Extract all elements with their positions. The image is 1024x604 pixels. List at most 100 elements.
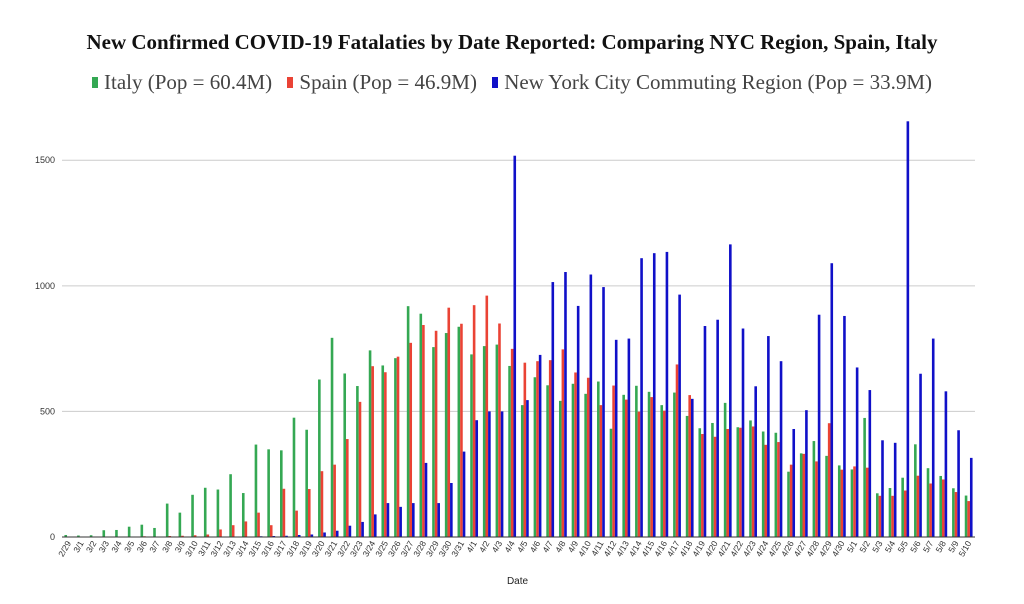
bar-spain-3-22	[346, 439, 349, 537]
bar-nyc-5-1	[855, 367, 859, 537]
x-axis-title: Date	[507, 576, 529, 587]
bar-italy-3-17	[280, 450, 283, 537]
bar-italy-3-30	[444, 333, 448, 537]
bar-italy-5-9	[952, 488, 955, 537]
bar-nyc-4-5	[526, 400, 529, 537]
bar-spain-3-15	[257, 512, 260, 537]
bar-nyc-3-25	[386, 503, 390, 537]
bar-spain-3-21	[333, 464, 336, 537]
bar-spain-3-19	[307, 489, 311, 537]
bar-italy-3-27	[406, 306, 410, 537]
bar-italy-2-29	[64, 534, 68, 537]
bar-spain-5-6	[916, 475, 920, 537]
bar-italy-3-4	[115, 529, 118, 537]
bar-italy-3-14	[241, 493, 245, 537]
bar-spain-5-3	[878, 495, 882, 537]
bar-spain-3-9	[181, 535, 184, 537]
bar-italy-4-10	[584, 393, 587, 537]
bar-nyc-4-17	[678, 294, 681, 537]
legend-swatch-nyc	[492, 77, 499, 88]
bar-nyc-3-26	[399, 506, 402, 537]
bar-spain-4-2	[485, 295, 489, 537]
bar-italy-3-29	[432, 347, 435, 537]
x-tick-label: 3/7	[147, 539, 162, 554]
bar-italy-4-25	[774, 432, 778, 537]
bar-spain-3-16	[269, 525, 273, 537]
x-axis-tick-labels: 2/293/13/23/33/43/53/63/73/83/93/103/113…	[56, 539, 973, 559]
bar-nyc-4-10	[589, 274, 593, 537]
bar-italy-5-2	[863, 417, 866, 537]
bar-italy-3-5	[127, 526, 131, 537]
bar-spain-3-26	[396, 356, 400, 537]
bar-spain-4-22	[739, 427, 742, 537]
bar-spain-5-5	[903, 490, 907, 537]
bar-nyc-4-15	[652, 253, 656, 538]
bar-spain-4-9	[574, 372, 577, 537]
bar-spain-4-4	[510, 348, 514, 537]
bar-italy-3-31	[457, 326, 461, 537]
x-tick-label: 5/1	[845, 539, 860, 554]
bar-nyc-5-8	[944, 391, 948, 537]
bar-spain-3-17	[282, 488, 286, 537]
bar-nyc-3-28	[424, 462, 428, 537]
bar-spain-4-1	[472, 305, 476, 537]
bar-nyc-3-23	[361, 521, 364, 537]
bar-italy-4-23	[749, 420, 752, 537]
bar-italy-3-25	[381, 365, 385, 537]
bar-italy-4-11	[597, 381, 600, 537]
bar-nyc-4-19	[703, 326, 707, 537]
bar-nyc-4-2	[488, 411, 491, 537]
bar-italy-4-1	[470, 354, 473, 537]
bar-italy-4-20	[711, 422, 714, 537]
bar-italy-3-28	[419, 313, 423, 537]
bar-spain-3-14	[244, 521, 248, 537]
bar-spain-4-16	[663, 410, 666, 537]
x-tick-label: 5/2	[857, 539, 872, 554]
y-tick-label: 1500	[35, 155, 55, 165]
legend-item-italy[interactable]: Italy (Pop = 60.4M)	[92, 70, 272, 95]
y-axis-tick-labels: 0 500 1000 1500	[35, 155, 55, 542]
bar-nyc-4-18	[690, 398, 694, 537]
bar-nyc-4-22	[741, 328, 745, 537]
legend-label-spain: Spain (Pop = 46.9M)	[299, 70, 477, 94]
bar-italy-3-1	[77, 535, 80, 537]
bar-nyc-5-4	[893, 442, 897, 537]
legend-swatch-spain	[287, 77, 294, 88]
bar-spain-4-24	[764, 444, 768, 537]
bar-italy-3-6	[140, 524, 144, 537]
bar-italy-3-13	[229, 474, 232, 537]
bar-italy-5-7	[926, 468, 930, 537]
bar-nyc-3-27	[412, 503, 415, 537]
x-tick-label: 3/6	[135, 539, 150, 554]
bar-nyc-3-20	[323, 532, 326, 537]
bar-nyc-5-2	[868, 390, 872, 537]
bar-italy-5-3	[876, 493, 879, 537]
bar-nyc-4-12	[614, 339, 618, 537]
x-tick-label: 3/5	[122, 539, 137, 554]
bar-italy-3-11	[203, 487, 207, 537]
bar-nyc-5-3	[881, 440, 884, 537]
bar-spain-4-14	[637, 411, 641, 537]
bar-italy-4-16	[660, 405, 664, 537]
bar-nyc-4-29	[830, 263, 834, 537]
x-tick-label: 3/3	[97, 539, 112, 554]
bar-nyc-4-23	[754, 386, 757, 537]
bar-italy-3-19	[305, 429, 308, 537]
y-tick-label: 500	[40, 406, 55, 416]
bar-spain-4-18	[688, 395, 691, 537]
bar-nyc-5-10	[969, 457, 973, 537]
legend-item-spain[interactable]: Spain (Pop = 46.9M)	[287, 70, 477, 95]
bar-italy-4-17	[673, 392, 676, 537]
bar-italy-3-21	[330, 337, 334, 537]
x-tick-label: 3/4	[109, 539, 124, 554]
x-tick-label: 4/7	[540, 539, 555, 554]
bar-nyc-4-13	[627, 338, 631, 537]
bar-italy-4-26	[787, 471, 790, 537]
bar-spain-3-25	[384, 372, 387, 537]
bar-marks	[64, 121, 973, 538]
x-tick-label: 4/3	[490, 539, 505, 554]
x-tick-label: 4/6	[528, 539, 543, 554]
bar-nyc-4-1	[475, 420, 479, 537]
x-tick-label: 5/8	[933, 539, 948, 554]
legend-item-nyc[interactable]: New York City Commuting Region (Pop = 33…	[492, 70, 932, 95]
